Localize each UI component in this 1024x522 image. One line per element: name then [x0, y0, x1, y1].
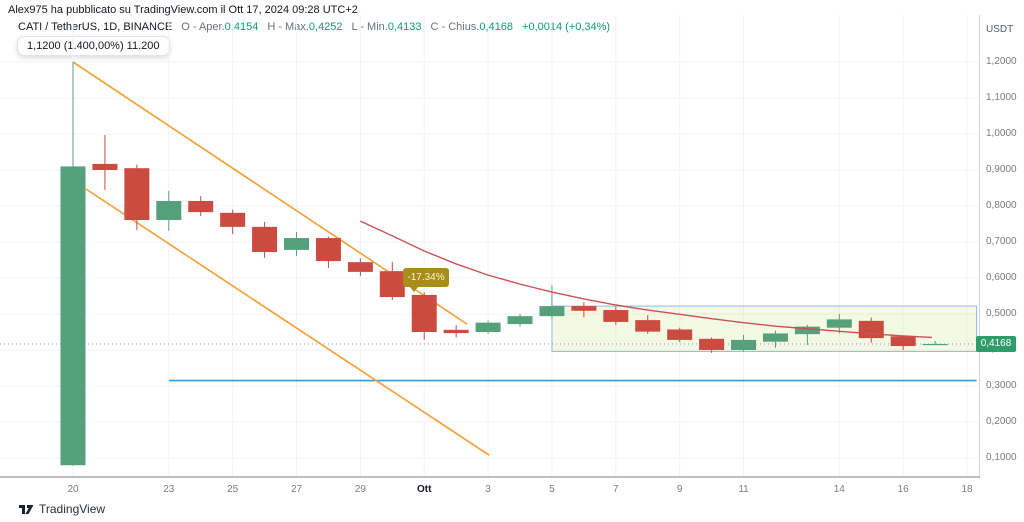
- time-tick-label: 9: [676, 484, 683, 495]
- time-tick-label: Ott: [416, 484, 432, 495]
- trendline-change-label: -17.34%: [403, 268, 449, 292]
- price-axis[interactable]: USDT 0,4168 1,2000 1,1000 1,0000 0,9000 0,80…: [976, 0, 1024, 478]
- price-tick-label: 1,2000: [986, 56, 1017, 67]
- candle-body-down: [443, 329, 469, 334]
- candle-body-up: [475, 322, 501, 332]
- candle-body-up: [922, 343, 948, 346]
- candle-body-down: [92, 163, 118, 170]
- tooltip-pointer: [410, 287, 418, 292]
- ohlc-high: H - Max.0,4252: [267, 21, 343, 33]
- candle-body-up: [762, 333, 788, 342]
- candlestick-chart: [0, 15, 980, 478]
- time-axis[interactable]: 20 23 25 27 29 Ott 3 5 7 9 11 14 16 18: [0, 478, 980, 502]
- symbol-title: CATI / TetherUS, 1D, BINANCE: [18, 21, 173, 33]
- time-tick-label: 14: [833, 484, 845, 495]
- price-tick-label: 0,2000: [986, 416, 1017, 427]
- chart-pane[interactable]: -17.34%: [0, 0, 980, 478]
- candle-body-up: [794, 326, 820, 335]
- published-info-line: Alex975 ha pubblicato su TradingView.com…: [8, 4, 358, 16]
- candle-body-up: [826, 319, 852, 328]
- price-tick-label: 0,6000: [986, 272, 1017, 283]
- candle-body-down: [699, 338, 725, 350]
- time-tick-label: 16: [897, 484, 909, 495]
- candle-body-down: [667, 329, 693, 340]
- time-tick-label: 29: [354, 484, 366, 495]
- price-tick-label: 1,0000: [986, 128, 1017, 139]
- time-tick-label: 11: [738, 484, 749, 495]
- candle-body-down: [315, 238, 341, 262]
- time-tick-label: 5: [549, 484, 555, 495]
- price-tick-label: 1,1000: [986, 92, 1017, 103]
- price-tick-label: 0,5000: [986, 308, 1017, 319]
- candle-body-up: [60, 166, 86, 466]
- footer: TradingView: [18, 501, 105, 517]
- moving-average-line[interactable]: [360, 220, 932, 339]
- candle-body-down: [252, 226, 278, 253]
- candle-body-down: [858, 320, 884, 339]
- time-tick-label: 27: [290, 484, 303, 495]
- time-tick-label: 23: [163, 484, 175, 495]
- price-tick-label: 0,9000: [986, 164, 1017, 175]
- price-change: +0,0014 (+0,34%): [522, 21, 611, 33]
- last-price-badge: 0,4168: [976, 335, 1016, 352]
- time-tick-label: 20: [67, 484, 79, 495]
- price-tick-label: 0,8000: [986, 200, 1017, 211]
- candle-body-down: [890, 336, 916, 347]
- candle-body-down: [571, 306, 597, 311]
- candle-body-up: [539, 306, 565, 317]
- time-tick-label: 25: [227, 484, 239, 495]
- candle-body-down: [603, 310, 629, 322]
- price-tick-label: 0,7000: [986, 236, 1017, 247]
- candle-body-down: [124, 168, 150, 221]
- tradingview-brand-text[interactable]: TradingView: [39, 502, 106, 516]
- candle-body-up: [731, 339, 757, 350]
- candle-body-down: [188, 200, 214, 213]
- candle-body-up: [156, 200, 182, 221]
- candle-body-down: [347, 262, 373, 272]
- candle-range-tooltip: 1,1200 (1.400,00%) 11.200: [17, 36, 170, 56]
- price-tick-label: 0,3000: [986, 380, 1017, 391]
- time-tick-label: 3: [485, 484, 491, 495]
- candle-body-down: [220, 212, 246, 227]
- price-tick-label: 0,1000: [986, 452, 1017, 463]
- price-axis-currency: USDT: [986, 24, 1014, 35]
- candle-body-down: [635, 320, 661, 332]
- descending-channel-lower-trendline[interactable]: [85, 188, 490, 456]
- time-tick-label: 18: [961, 484, 973, 495]
- tradingview-logo-icon[interactable]: [18, 501, 34, 517]
- candle-body-up: [284, 238, 310, 250]
- time-tick-label: 7: [613, 484, 619, 495]
- candle-body-up: [507, 316, 533, 325]
- candle-body-down: [379, 271, 405, 298]
- candle-body-down: [411, 294, 437, 332]
